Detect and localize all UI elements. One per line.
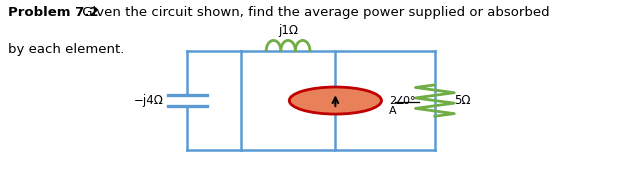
Text: 5Ω: 5Ω — [454, 94, 471, 107]
Text: A: A — [389, 105, 396, 115]
Text: $2\!\angle\!0°$: $2\!\angle\!0°$ — [389, 93, 416, 106]
Text: by each element.: by each element. — [8, 43, 124, 56]
Circle shape — [289, 87, 381, 114]
Text: j1Ω: j1Ω — [278, 24, 298, 37]
Text: Given the circuit shown, find the average power supplied or absorbed: Given the circuit shown, find the averag… — [78, 6, 550, 18]
Text: Problem 7.2: Problem 7.2 — [8, 6, 98, 18]
Text: −j4Ω: −j4Ω — [133, 94, 163, 107]
